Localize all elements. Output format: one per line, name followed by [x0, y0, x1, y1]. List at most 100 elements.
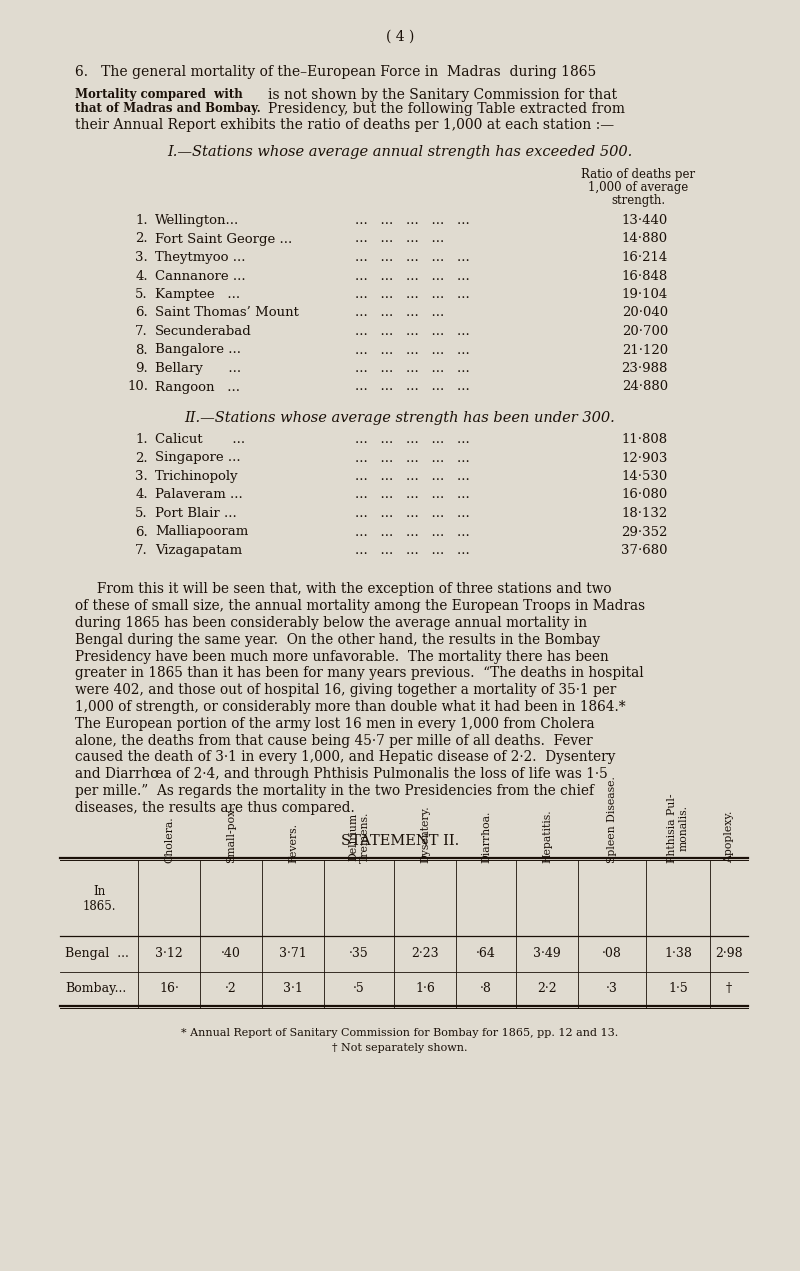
Text: STATEMENT II.: STATEMENT II. [341, 834, 459, 848]
Text: 16·080: 16·080 [622, 488, 668, 502]
Text: greater in 1865 than it has been for many years previous.  “The deaths in hospit: greater in 1865 than it has been for man… [75, 666, 644, 680]
Text: Dysentery.: Dysentery. [420, 805, 430, 863]
Text: 2·2: 2·2 [537, 982, 557, 995]
Text: Secunderabad: Secunderabad [155, 325, 252, 338]
Text: ...   ...   ...   ...   ...: ... ... ... ... ... [355, 289, 470, 301]
Text: ·64: ·64 [476, 947, 496, 960]
Text: The European portion of the army lost 16 men in every 1,000 from Cholera: The European portion of the army lost 16… [75, 717, 594, 731]
Text: 18·132: 18·132 [622, 507, 668, 520]
Text: Port Blair ...: Port Blair ... [155, 507, 237, 520]
Text: Cannanore ...: Cannanore ... [155, 269, 246, 282]
Text: 37·680: 37·680 [622, 544, 668, 557]
Text: Bellary      ...: Bellary ... [155, 362, 241, 375]
Text: 16·: 16· [159, 982, 179, 995]
Text: 3·12: 3·12 [155, 947, 183, 960]
Text: Ratio of deaths per: Ratio of deaths per [581, 168, 695, 180]
Text: 16·214: 16·214 [622, 250, 668, 264]
Text: Palaveram ...: Palaveram ... [155, 488, 242, 502]
Text: diseases, the results are thus compared.: diseases, the results are thus compared. [75, 801, 354, 815]
Text: 24·880: 24·880 [622, 380, 668, 394]
Text: is not shown by the Sanitary Commission for that: is not shown by the Sanitary Commission … [268, 88, 617, 102]
Text: ...   ...   ...   ...   ...: ... ... ... ... ... [355, 269, 470, 282]
Text: ...   ...   ...   ...   ...: ... ... ... ... ... [355, 544, 470, 557]
Text: alone, the deaths from that cause being 45·7 per mille of all deaths.  Fever: alone, the deaths from that cause being … [75, 733, 593, 747]
Text: 8.: 8. [135, 343, 148, 356]
Text: Mortality compared  with: Mortality compared with [75, 88, 242, 100]
Text: per mille.”  As regards the mortality in the two Presidencies from the chief: per mille.” As regards the mortality in … [75, 784, 594, 798]
Text: 13·440: 13·440 [622, 214, 668, 228]
Text: their Annual Report exhibits the ratio of deaths per 1,000 at each station :—: their Annual Report exhibits the ratio o… [75, 118, 614, 132]
Text: 3.: 3. [135, 470, 148, 483]
Text: ...   ...   ...   ...   ...: ... ... ... ... ... [355, 343, 470, 356]
Text: and Diarrhœa of 2·4, and through Phthisis Pulmonalis the loss of life was 1·5: and Diarrhœa of 2·4, and through Phthisi… [75, 768, 608, 782]
Text: Bangalore ...: Bangalore ... [155, 343, 241, 356]
Text: 12·903: 12·903 [622, 451, 668, 464]
Text: Malliapooram: Malliapooram [155, 525, 248, 539]
Text: ...   ...   ...   ...: ... ... ... ... [355, 233, 444, 245]
Text: during 1865 has been considerably below the average annual mortality in: during 1865 has been considerably below … [75, 616, 587, 630]
Text: From this it will be seen that, with the exception of three stations and two: From this it will be seen that, with the… [75, 582, 611, 596]
Text: 2.: 2. [135, 451, 148, 464]
Text: Fort Saint George ...: Fort Saint George ... [155, 233, 292, 245]
Text: that of Madras and Bombay.: that of Madras and Bombay. [75, 102, 261, 114]
Text: ...   ...   ...   ...   ...: ... ... ... ... ... [355, 433, 470, 446]
Text: 3.: 3. [135, 250, 148, 264]
Text: ...   ...   ...   ...   ...: ... ... ... ... ... [355, 380, 470, 394]
Text: 2·98: 2·98 [715, 947, 743, 960]
Text: ...   ...   ...   ...   ...: ... ... ... ... ... [355, 525, 470, 539]
Text: ·40: ·40 [221, 947, 241, 960]
Text: 5.: 5. [135, 289, 148, 301]
Text: Fevers.: Fevers. [288, 822, 298, 863]
Text: Bombay...: Bombay... [65, 982, 126, 995]
Text: II.—Stations whose average strength has been under 300.: II.—Stations whose average strength has … [185, 411, 615, 425]
Text: 1,000 of average: 1,000 of average [588, 180, 688, 194]
Text: I.—Stations whose average annual strength has exceeded 500.: I.—Stations whose average annual strengt… [167, 145, 633, 159]
Text: 20·700: 20·700 [622, 325, 668, 338]
Text: ( 4 ): ( 4 ) [386, 31, 414, 44]
Text: 29·352: 29·352 [622, 525, 668, 539]
Text: ...   ...   ...   ...   ...: ... ... ... ... ... [355, 250, 470, 264]
Text: 1·6: 1·6 [415, 982, 435, 995]
Text: 3·1: 3·1 [283, 982, 303, 995]
Text: 14·530: 14·530 [622, 470, 668, 483]
Text: Vizagapatam: Vizagapatam [155, 544, 242, 557]
Text: Presidency, but the following Table extracted from: Presidency, but the following Table extr… [268, 102, 625, 116]
Text: 11·808: 11·808 [622, 433, 668, 446]
Text: 7.: 7. [135, 325, 148, 338]
Text: 5.: 5. [135, 507, 148, 520]
Text: * Annual Report of Sanitary Commission for Bombay for 1865, pp. 12 and 13.: * Annual Report of Sanitary Commission f… [182, 1028, 618, 1037]
Text: 6.: 6. [135, 306, 148, 319]
Text: Diarrhoa.: Diarrhoa. [481, 811, 491, 863]
Text: ...   ...   ...   ...   ...: ... ... ... ... ... [355, 325, 470, 338]
Text: 1·5: 1·5 [668, 982, 688, 995]
Text: 6.   The general mortality of the–European Force in  Madras  during 1865: 6. The general mortality of the–European… [75, 65, 596, 79]
Text: 14·880: 14·880 [622, 233, 668, 245]
Text: Singapore ...: Singapore ... [155, 451, 241, 464]
Text: Presidency have been much more unfavorable.  The mortality there has been: Presidency have been much more unfavorab… [75, 649, 609, 663]
Text: Hepatitis.: Hepatitis. [542, 810, 552, 863]
Text: strength.: strength. [611, 194, 665, 207]
Text: Spleen Disease.: Spleen Disease. [607, 775, 617, 863]
Text: Cholera.: Cholera. [164, 816, 174, 863]
Text: 1,000 of strength, or considerably more than double what it had been in 1864.*: 1,000 of strength, or considerably more … [75, 700, 626, 714]
Text: †: † [726, 982, 732, 995]
Text: ...   ...   ...   ...   ...: ... ... ... ... ... [355, 362, 470, 375]
Text: 3·49: 3·49 [533, 947, 561, 960]
Text: † Not separately shown.: † Not separately shown. [332, 1042, 468, 1052]
Text: were 402, and those out of hospital 16, giving together a mortality of 35·1 per: were 402, and those out of hospital 16, … [75, 684, 616, 698]
Text: Bengal  ...: Bengal ... [65, 947, 129, 960]
Text: ...   ...   ...   ...   ...: ... ... ... ... ... [355, 488, 470, 502]
Text: 1.: 1. [135, 214, 148, 228]
Text: 1.: 1. [135, 433, 148, 446]
Text: 1·38: 1·38 [664, 947, 692, 960]
Text: 6.: 6. [135, 525, 148, 539]
Text: 4.: 4. [135, 488, 148, 502]
Text: ·8: ·8 [480, 982, 492, 995]
Text: 9.: 9. [135, 362, 148, 375]
Text: Bengal during the same year.  On the other hand, the results in the Bombay: Bengal during the same year. On the othe… [75, 633, 600, 647]
Text: 10.: 10. [127, 380, 148, 394]
Text: 2.: 2. [135, 233, 148, 245]
Text: Wellington...: Wellington... [155, 214, 239, 228]
Text: Trichinopoly: Trichinopoly [155, 470, 238, 483]
Text: Kamptee   ...: Kamptee ... [155, 289, 240, 301]
